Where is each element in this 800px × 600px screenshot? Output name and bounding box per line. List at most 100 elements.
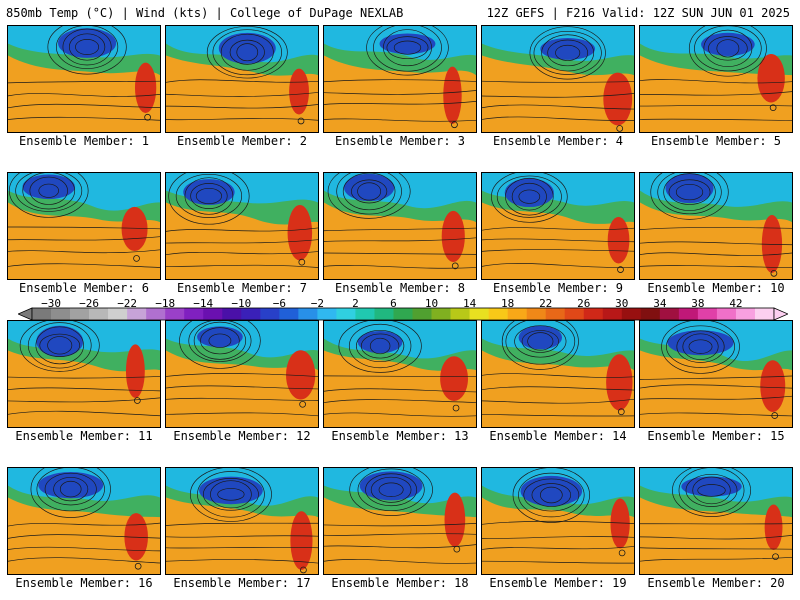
colorbar-tick-label: 10 [424, 297, 439, 310]
colorbar-tick-label: −22 [117, 297, 138, 310]
colorbar-swatch [602, 308, 623, 320]
colorbar-swatch [241, 308, 261, 320]
ensemble-member-map-5 [639, 25, 793, 133]
colorbar-tick-label: 2 [352, 297, 359, 310]
colorbar-swatch [735, 308, 756, 320]
colorbar-swatch [51, 308, 71, 320]
colorbar-swatch [412, 308, 432, 320]
colorbar-swatch [70, 308, 90, 320]
colorbar-swatch [450, 308, 470, 320]
ensemble-member-map-8 [323, 172, 477, 280]
ensemble-member-label: Ensemble Member: 6 [18, 281, 150, 295]
colorbar-tick-label: 26 [577, 297, 591, 310]
colorbar-swatch [336, 308, 356, 320]
ensemble-member-map-2 [165, 25, 319, 133]
ensemble-member-map-16 [7, 467, 161, 575]
ensemble-member-label: Ensemble Member: 2 [176, 134, 308, 148]
ensemble-member-map-17 [165, 467, 319, 575]
ensemble-member-label: Ensemble Member: 10 [647, 281, 785, 295]
colorbar-tick-label: 30 [615, 297, 629, 310]
ensemble-member-label: Ensemble Member: 16 [15, 576, 153, 590]
colorbar-swatch [127, 308, 147, 320]
ensemble-member-map-15 [639, 320, 793, 428]
ensemble-member-map-19 [481, 467, 635, 575]
colorbar-swatch [374, 308, 394, 320]
colorbar-swatch [184, 308, 204, 320]
ensemble-member-label: Ensemble Member: 1 [18, 134, 150, 148]
colorbar-swatch [260, 308, 280, 320]
ensemble-member-label: Ensemble Member: 20 [647, 576, 785, 590]
ensemble-member-map-3 [323, 25, 477, 133]
colorbar-swatch [583, 308, 604, 320]
colorbar-swatch [298, 308, 318, 320]
colorbar-tick-label: 6 [390, 297, 397, 310]
header-right-title: 12Z GEFS | F216 Valid: 12Z SUN JUN 01 20… [486, 6, 790, 20]
colorbar-swatch [678, 308, 699, 320]
colorbar-swatch [203, 308, 223, 320]
colorbar-tick-label: 42 [729, 297, 743, 310]
colorbar-swatch [355, 308, 375, 320]
ensemble-member-map-7 [165, 172, 319, 280]
colorbar-swatch [545, 308, 566, 320]
colorbar-tick-label: −14 [193, 297, 214, 310]
ensemble-member-map-14 [481, 320, 635, 428]
ensemble-member-label: Ensemble Member: 18 [331, 576, 469, 590]
colorbar-tick-label: −18 [155, 297, 176, 310]
ensemble-member-map-20 [639, 467, 793, 575]
colorbar-swatch [697, 308, 718, 320]
colorbar-scale [18, 307, 788, 321]
colorbar-swatch [507, 308, 527, 320]
header-left-title: 850mb Temp (°C) | Wind (kts) | College o… [6, 6, 404, 20]
ensemble-member-label: Ensemble Member: 11 [15, 429, 153, 443]
colorbar-left-arrow [18, 307, 33, 321]
ensemble-member-label: Ensemble Member: 17 [173, 576, 311, 590]
ensemble-member-label: Ensemble Member: 5 [650, 134, 782, 148]
ensemble-member-label: Ensemble Member: 7 [176, 281, 308, 295]
ensemble-member-map-4 [481, 25, 635, 133]
colorbar-swatch [469, 308, 489, 320]
colorbar-swatch [32, 308, 52, 320]
colorbar-tick-label: 18 [501, 297, 515, 310]
ensemble-member-label: Ensemble Member: 19 [489, 576, 627, 590]
ensemble-member-map-1 [7, 25, 161, 133]
colorbar-tick-label: −6 [272, 297, 286, 310]
colorbar-swatch [108, 308, 128, 320]
colorbar-tick-label: −30 [41, 297, 61, 310]
colorbar-swatch [279, 308, 299, 320]
ensemble-member-map-6 [7, 172, 161, 280]
colorbar-swatch [526, 308, 546, 320]
ensemble-member-label: Ensemble Member: 3 [334, 134, 466, 148]
colorbar-swatch [431, 308, 451, 320]
colorbar-swatch [659, 308, 680, 320]
colorbar-swatch [564, 308, 585, 320]
colorbar-swatch [716, 308, 737, 320]
colorbar-tick-label: −26 [79, 297, 99, 310]
colorbar-tick-label: −2 [310, 297, 324, 310]
colorbar-right-arrow [773, 307, 788, 321]
colorbar-tick-labels: −30 −26 −22 −18 −14 −10 −6 −2 2 6 10 14 18 22 26 30 34 38… [18, 297, 788, 310]
ensemble-member-map-18 [323, 467, 477, 575]
colorbar-swatch [621, 308, 642, 320]
ensemble-member-map-9 [481, 172, 635, 280]
ensemble-member-map-13 [323, 320, 477, 428]
ensemble-member-label: Ensemble Member: 15 [647, 429, 785, 443]
ensemble-member-label: Ensemble Member: 8 [334, 281, 466, 295]
colorbar-swatch [317, 308, 337, 320]
colorbar-swatch [393, 308, 413, 320]
colorbar-swatch [488, 308, 508, 320]
colorbar-tick-label: 22 [539, 297, 553, 310]
ensemble-member-map-12 [165, 320, 319, 428]
temperature-colorbar: −30 −26 −22 −18 −14 −10 −6 −2 2 6 10 14 18 22 26 30 34 38… [18, 297, 788, 321]
colorbar-swatch [640, 308, 661, 320]
ensemble-member-label: Ensemble Member: 12 [173, 429, 311, 443]
colorbar-swatch [222, 308, 242, 320]
ensemble-member-label: Ensemble Member: 14 [489, 429, 627, 443]
colorbar-tick-label: −10 [231, 297, 252, 310]
ensemble-member-map-10 [639, 172, 793, 280]
ensemble-member-label: Ensemble Member: 13 [331, 429, 469, 443]
ensemble-member-label: Ensemble Member: 9 [492, 281, 624, 295]
ensemble-member-map-11 [7, 320, 161, 428]
colorbar-tick-label: 38 [691, 297, 705, 310]
colorbar-swatch [754, 308, 775, 320]
colorbar-tick-label: 14 [462, 297, 477, 310]
